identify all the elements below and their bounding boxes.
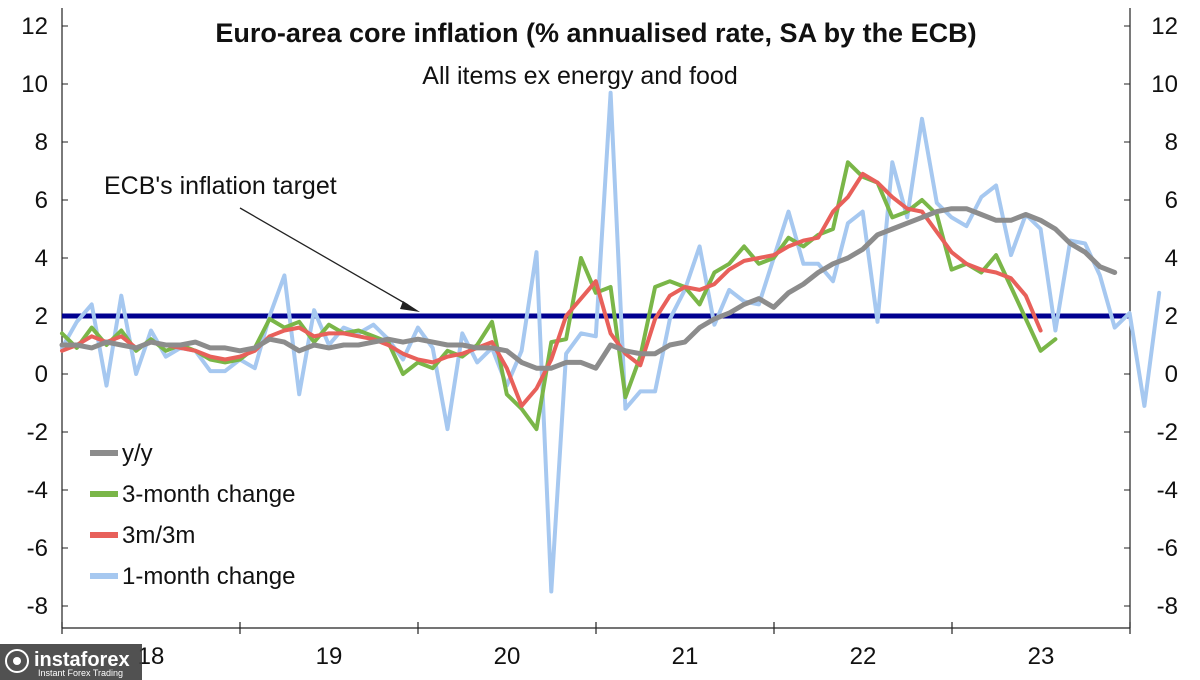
x-axis: 18 19 20 21 22 23: [61, 622, 1131, 670]
watermark-brand: instaforex: [34, 649, 130, 671]
y-tick-label-left: -4: [27, 477, 48, 504]
chart-title: Euro-area core inflation (% annualised r…: [215, 18, 976, 48]
x-tick-label: 21: [672, 643, 699, 670]
y-tick-label-right: -6: [1157, 535, 1178, 562]
instaforex-logo-icon: [5, 649, 29, 673]
y-tick-label-right: 12: [1151, 13, 1178, 40]
target-annotation: ECB's inflation target: [104, 172, 337, 200]
y-tick-label-left: 2: [35, 303, 48, 330]
x-tick-label: 18: [138, 643, 165, 670]
watermark-background: [0, 644, 142, 680]
annotation-arrow-head: [400, 301, 420, 312]
x-tick-label: 22: [850, 643, 877, 670]
legend: y/y 3-month change 3m/3m 1-month change: [90, 440, 295, 590]
watermark: instaforex Instant Forex Trading: [0, 644, 142, 680]
y-tick-label-left: 4: [35, 245, 48, 272]
y-tick-label-right: 2: [1165, 303, 1178, 330]
legend-label-3m-3m: 3m/3m: [122, 522, 195, 549]
annotation-arrow-line: [239, 207, 409, 306]
legend-label-1-month-change: 1-month change: [122, 563, 295, 590]
series-line-3m-3m: [60, 171, 1043, 408]
x-tick-label: 19: [316, 643, 343, 670]
y-tick-label-left: 10: [21, 71, 48, 98]
y-tick-label-right: -8: [1157, 593, 1178, 620]
y-tick-label-left: 8: [35, 129, 48, 156]
chart-subtitle: All items ex energy and food: [422, 62, 737, 90]
y-tick-label-right: 8: [1165, 129, 1178, 156]
legend-label-y-y: y/y: [122, 440, 153, 467]
y-tick-label-left: -2: [27, 419, 48, 446]
y-tick-label-right: 6: [1165, 187, 1178, 214]
y-tick-label-right: 10: [1151, 71, 1178, 98]
y-tick-label-left: 0: [35, 361, 48, 388]
x-tick-label: 23: [1028, 643, 1055, 670]
y-axis-left: -8 -6 -4 -2 0 2 4 6 8 10 12: [21, 8, 68, 628]
watermark-tagline: Instant Forex Trading: [38, 668, 123, 678]
series-lines: [59, 90, 1162, 594]
annotation-arrow: [239, 207, 420, 312]
series-line-1-month-change: [60, 90, 1162, 594]
series-line-y-y: [59, 206, 1118, 371]
y-tick-label-left: -6: [27, 535, 48, 562]
x-tick-label: 20: [494, 643, 521, 670]
y-tick-label-right: -2: [1157, 419, 1178, 446]
y-tick-label-left: -8: [27, 593, 48, 620]
y-tick-label-right: 4: [1165, 245, 1178, 272]
y-tick-label-left: 12: [21, 13, 48, 40]
y-tick-label-right: 0: [1165, 361, 1178, 388]
y-tick-label-right: -4: [1157, 477, 1178, 504]
y-tick-label-left: 6: [35, 187, 48, 214]
legend-label-3-month-change: 3-month change: [122, 481, 295, 508]
